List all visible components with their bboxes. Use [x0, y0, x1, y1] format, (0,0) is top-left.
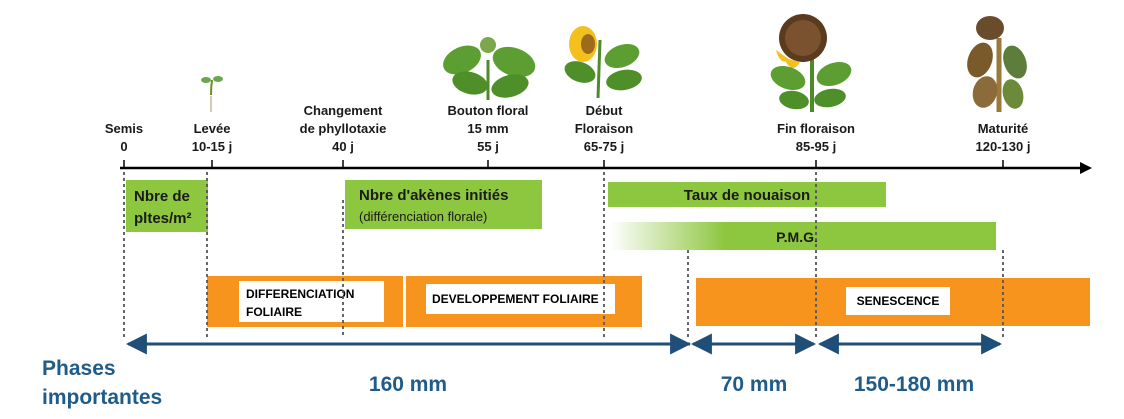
stage-time: 120-130 j [976, 139, 1031, 154]
phases-title-line: importantes [42, 386, 162, 409]
seedling-icon [201, 76, 223, 112]
stage-guides [123, 172, 1004, 338]
water-amount-1: 160 mm [369, 373, 447, 396]
box-differenciation-line: FOLIAIRE [246, 305, 302, 319]
phases-title-line: Phases [42, 357, 116, 380]
stage-name-line: 15 mm [467, 121, 508, 136]
stage-levee: Levée 10-15 j [192, 121, 232, 154]
stage-name-line: Début [586, 103, 624, 118]
stage-name: Semis [105, 121, 143, 136]
flowering-sunflower-icon [564, 26, 642, 99]
box-plants-density [126, 180, 208, 232]
box-differenciation-line: DIFFERENCIATION [246, 287, 354, 301]
stage-phyllotaxie: Changement de phyllotaxie 40 j [300, 103, 387, 154]
stage-name: Maturité [978, 121, 1029, 136]
stage-name-line: de phyllotaxie [300, 121, 387, 136]
young-plant-icon [443, 37, 536, 100]
stage-fin-floraison: Fin floraison 85-95 j [777, 121, 855, 154]
stage-name: Levée [194, 121, 231, 136]
stage-time: 65-75 j [584, 139, 624, 154]
box-plants-line: Nbre de [134, 188, 190, 205]
box-nouaison-label: Taux de nouaison [684, 187, 810, 204]
stage-maturite: Maturité 120-130 j [976, 121, 1031, 154]
box-pmg [610, 222, 996, 250]
water-amount-3: 150-180 mm [854, 373, 974, 396]
box-plants-line: pltes/m² [134, 210, 192, 227]
stage-name: Fin floraison [777, 121, 855, 136]
stage-debut-floraison: Début Floraison 65-75 j [575, 103, 634, 154]
stage-time: 85-95 j [796, 139, 836, 154]
box-akenes [345, 180, 542, 229]
timeline-ticks [123, 160, 1004, 168]
mature-sunflower-icon [770, 14, 852, 112]
dried-sunflower-icon [967, 16, 1027, 112]
box-akenes-sub: (différenciation florale) [359, 209, 487, 224]
stage-time: 0 [120, 139, 127, 154]
stage-time: 55 j [477, 139, 499, 154]
stage-name-line: Floraison [575, 121, 634, 136]
stage-bouton-floral: Bouton floral 15 mm 55 j [448, 103, 529, 154]
timeline-arrowhead [1080, 162, 1092, 174]
stage-semis: Semis 0 [105, 121, 143, 154]
water-amount-2: 70 mm [721, 373, 788, 396]
stage-time: 40 j [332, 139, 354, 154]
box-nouaison [608, 182, 886, 207]
box-developpement-label: DEVELOPPEMENT FOLIAIRE [432, 292, 599, 306]
box-akenes-title: Nbre d'akènes initiés [359, 187, 508, 204]
stage-name-line: Changement [304, 103, 383, 118]
box-pmg-label: P.M.G. [776, 229, 818, 245]
box-senescence-label: SENESCENCE [857, 294, 940, 308]
stage-name-line: Bouton floral [448, 103, 529, 118]
stage-time: 10-15 j [192, 139, 232, 154]
